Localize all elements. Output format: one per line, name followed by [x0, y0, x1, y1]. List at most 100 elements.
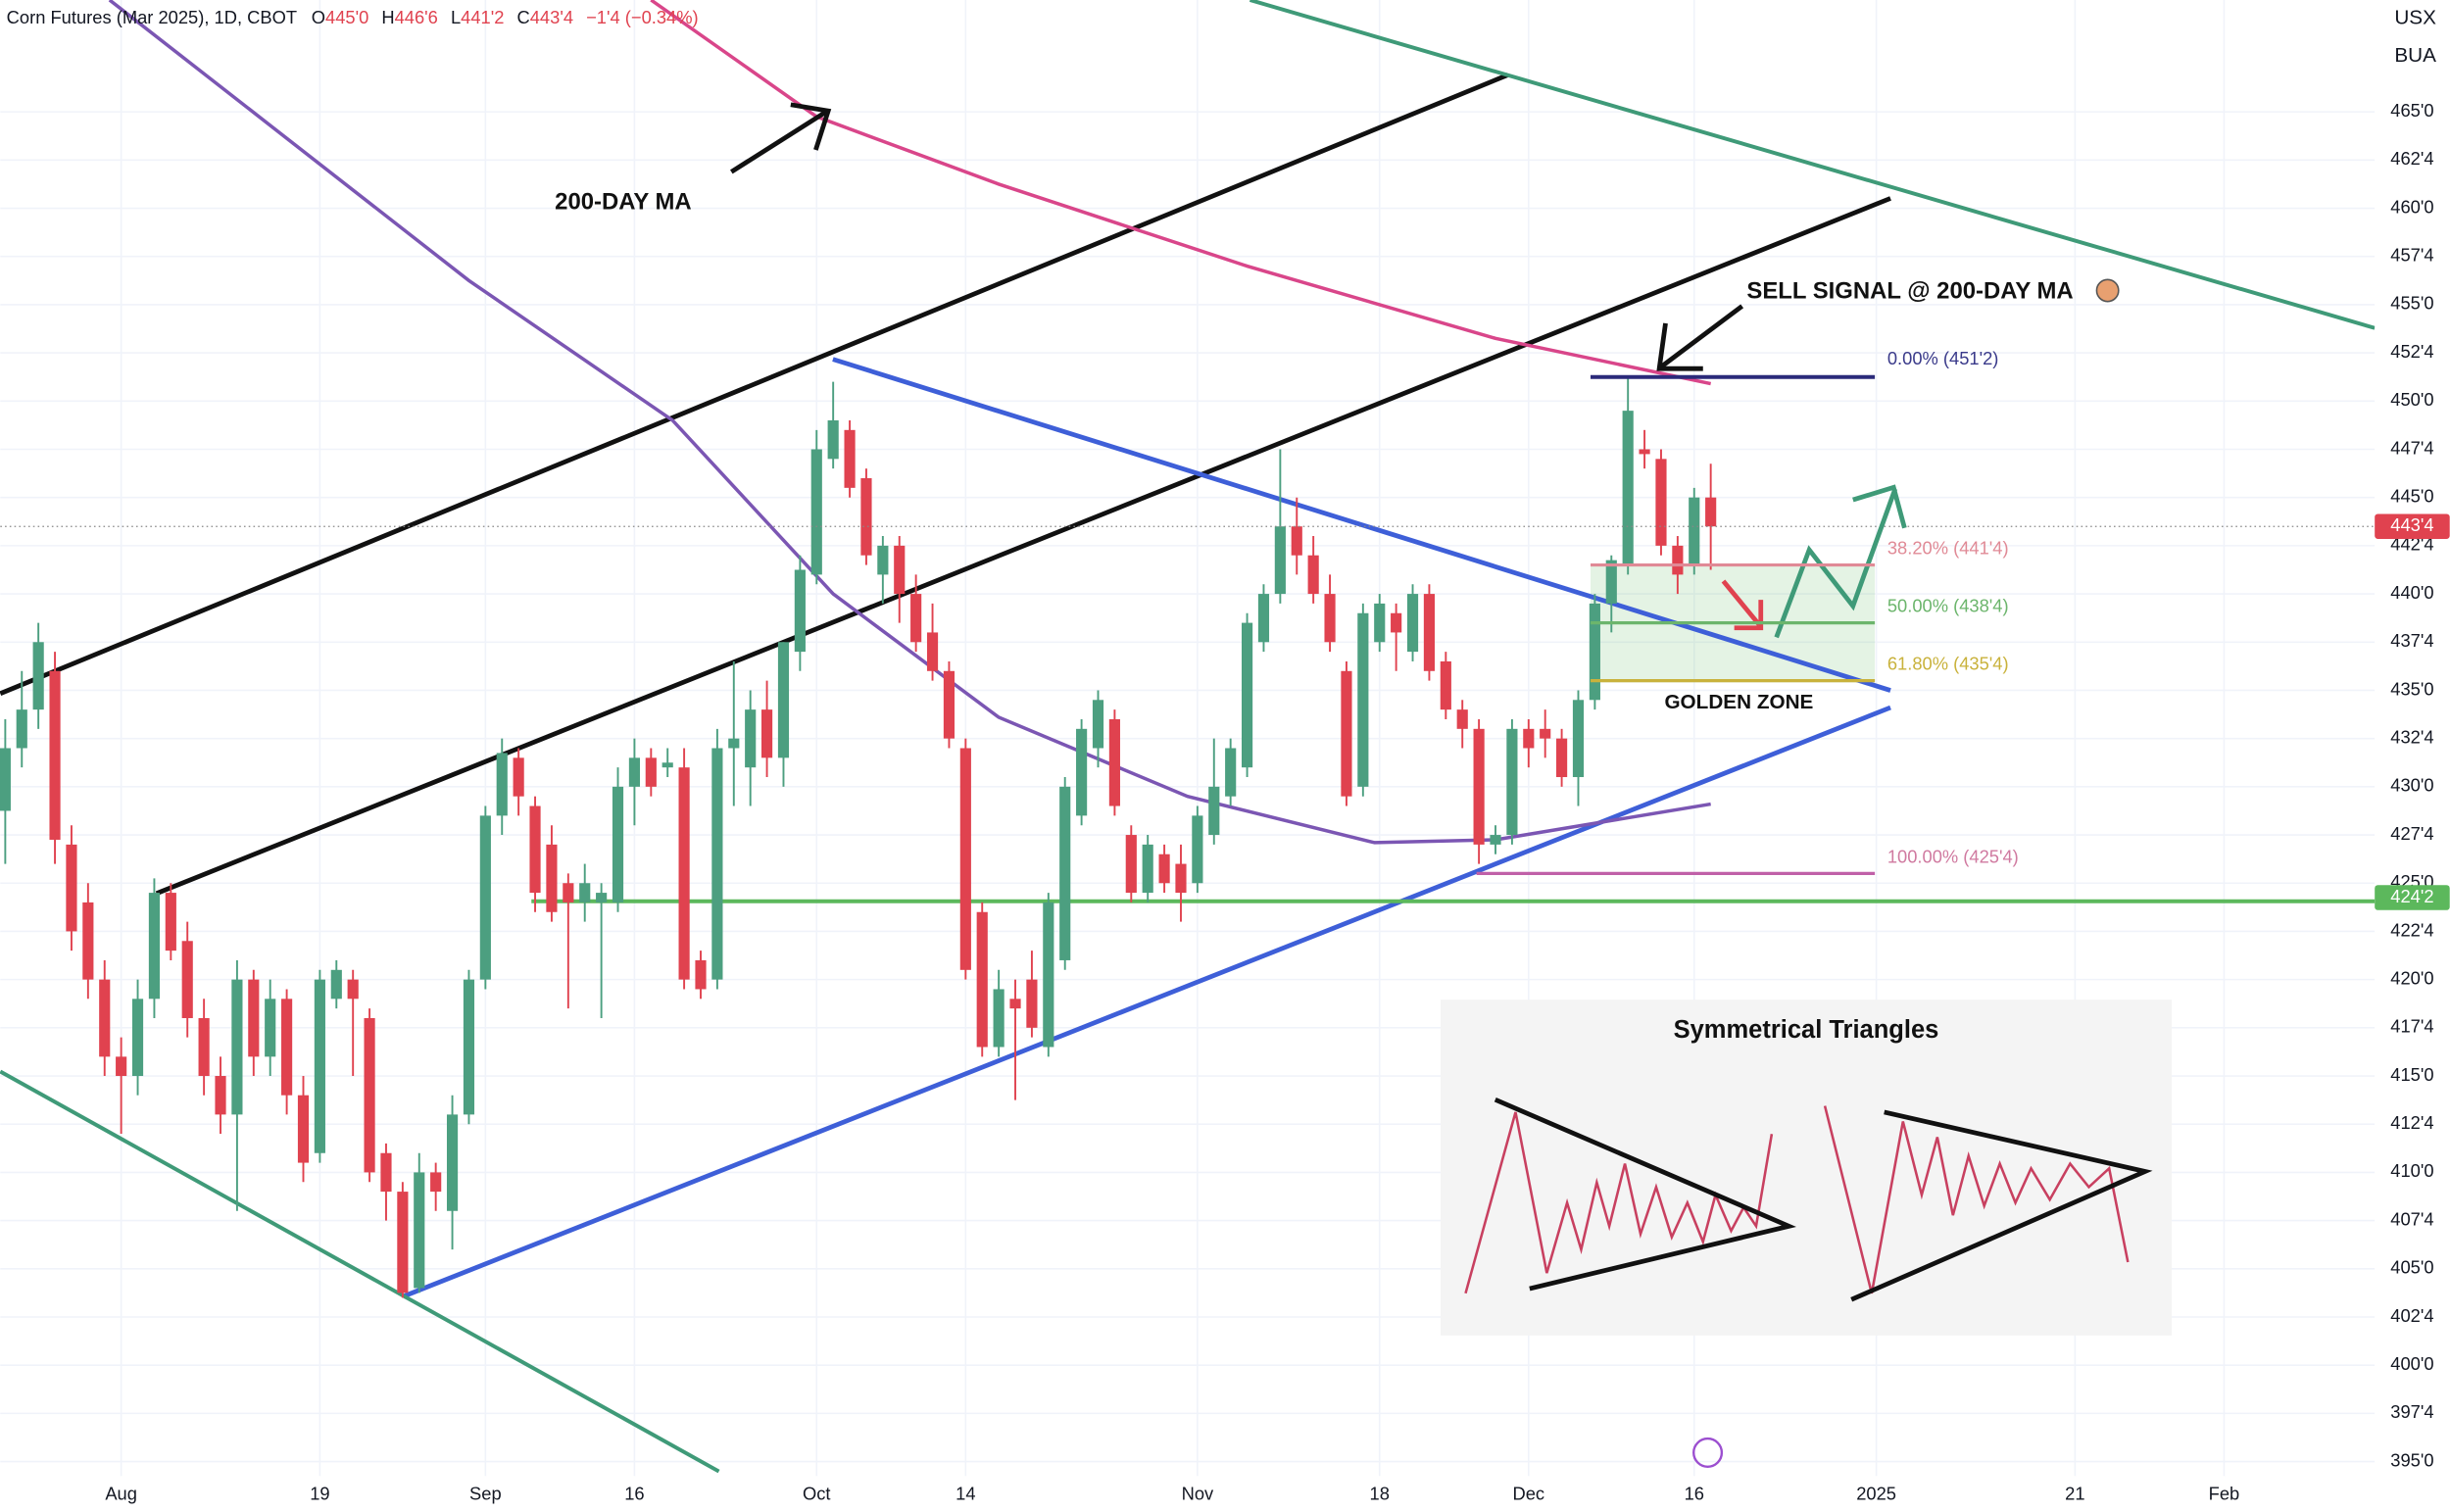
- x-tick-label: 21: [2065, 1483, 2084, 1503]
- ohlc-key: H: [381, 7, 394, 27]
- candle-body: [1689, 497, 1700, 565]
- candle-body: [1556, 738, 1568, 778]
- candle-body: [563, 883, 574, 902]
- candle-body: [1655, 459, 1667, 546]
- candle-body: [1307, 555, 1319, 595]
- candle-body: [1406, 594, 1419, 653]
- channel-line: [0, 1069, 720, 1474]
- candle-body: [612, 786, 624, 902]
- y-tick-label: 465'0: [2390, 100, 2433, 121]
- candle-body: [1341, 670, 1352, 797]
- candle-body: [380, 1152, 392, 1193]
- candle-body: [1009, 999, 1021, 1009]
- candle-body: [99, 979, 111, 1057]
- candle-body: [1324, 594, 1336, 643]
- unit: BUA: [2394, 44, 2436, 67]
- candle-body: [827, 419, 839, 460]
- overlay-layer: 200-DAY MA SELL SIGNAL @ 200-DAY MA GOLD…: [7, 7, 2172, 1468]
- time-axis-bg: [0, 1476, 2376, 1512]
- candle-body: [314, 979, 325, 1153]
- candle-body: [678, 767, 690, 980]
- candle-body: [1241, 622, 1253, 768]
- y-tick-label: 397'4: [2390, 1401, 2433, 1422]
- ohlc-key: C: [516, 7, 529, 27]
- candle-body: [1572, 700, 1585, 778]
- candle-body: [32, 642, 44, 710]
- ohlc-key: O: [312, 7, 325, 27]
- triangle-line: [832, 357, 1891, 693]
- x-tick-label: Dec: [1513, 1483, 1545, 1503]
- ohlc-key: L: [451, 7, 461, 27]
- y-tick-label: 405'0: [2390, 1257, 2433, 1278]
- candle-body: [894, 545, 906, 595]
- candle-body: [198, 1017, 210, 1077]
- candle-body: [265, 999, 276, 1057]
- candle-body: [1291, 526, 1302, 556]
- x-tick-label: 2025: [1856, 1483, 1896, 1503]
- fib-label: 0.00% (451'2): [1887, 348, 1999, 368]
- candle-body: [860, 478, 872, 556]
- candle-body: [1208, 786, 1220, 836]
- candle-body: [695, 959, 707, 990]
- down-arrow: [1721, 579, 1764, 631]
- x-tick-label: Aug: [105, 1483, 137, 1503]
- annotation: GOLDEN ZONE: [1664, 691, 1813, 713]
- candle-body: [1423, 594, 1436, 671]
- x-tick-label: Feb: [2209, 1483, 2240, 1503]
- y-tick-label: 412'4: [2390, 1112, 2433, 1133]
- price-tag: [2375, 885, 2450, 910]
- x-tick-label: 14: [956, 1483, 975, 1503]
- candle-body: [281, 999, 293, 1096]
- inset-triangle: [1850, 1109, 2153, 1302]
- candle-body: [297, 1095, 310, 1163]
- candle-body: [1158, 854, 1170, 884]
- triangle-line: [402, 705, 1891, 1299]
- inset: Symmetrical Triangles: [1440, 1000, 2172, 1336]
- y-tick-label: 447'4: [2390, 437, 2433, 458]
- moving-average: [650, 0, 1712, 386]
- candle-body: [1490, 835, 1501, 845]
- candle-body: [1357, 612, 1369, 787]
- y-tick-label: 462'4: [2390, 148, 2433, 169]
- y-tick-label: 452'4: [2390, 341, 2433, 362]
- candle-body: [976, 911, 988, 1048]
- inset-price: [1823, 1105, 2130, 1294]
- candle-body: [1391, 612, 1402, 633]
- fib-label: 38.20% (441'4): [1887, 537, 2009, 558]
- candle-body: [596, 893, 608, 902]
- y-tick-label: 457'4: [2390, 245, 2433, 266]
- price-tag-label: 443'4: [2390, 514, 2433, 535]
- y-tick-label: 437'4: [2390, 630, 2433, 651]
- candle-body: [579, 883, 591, 902]
- candle-body: [926, 632, 939, 671]
- candle-body: [430, 1172, 442, 1193]
- candle-body: [131, 999, 144, 1077]
- candle-body: [1705, 497, 1717, 527]
- header-title: Corn Futures (Mar 2025), 1D, CBOT: [7, 7, 297, 27]
- annotation: 200-DAY MA: [555, 189, 692, 216]
- inset-price: [1464, 1111, 1774, 1294]
- channel-line: [1249, 0, 2376, 330]
- y-tick-label: 407'4: [2390, 1208, 2433, 1229]
- candle-body: [1192, 815, 1203, 884]
- candle-body: [16, 709, 27, 749]
- y-tick-label: 417'4: [2390, 1016, 2433, 1037]
- x-tick-label: Sep: [469, 1483, 502, 1503]
- candle-body: [181, 941, 193, 1018]
- price-tag-label: 424'2: [2390, 886, 2433, 906]
- candle-body: [910, 594, 922, 643]
- y-tick-label: 455'0: [2390, 293, 2433, 314]
- x-tick-label: 18: [1370, 1483, 1390, 1503]
- candle-body: [116, 1056, 127, 1077]
- candle-body: [165, 893, 176, 951]
- moving-average: [108, 0, 1711, 845]
- plot-layer: [0, 0, 2376, 1298]
- y-tick-label: 450'0: [2390, 389, 2433, 410]
- fib-label: 50.00% (438'4): [1887, 595, 2009, 615]
- y-tick-label: 440'0: [2390, 582, 2433, 603]
- candle-body: [662, 762, 673, 768]
- candle-body: [1092, 700, 1104, 749]
- candle-body: [1043, 902, 1054, 1048]
- candle-body: [546, 844, 558, 912]
